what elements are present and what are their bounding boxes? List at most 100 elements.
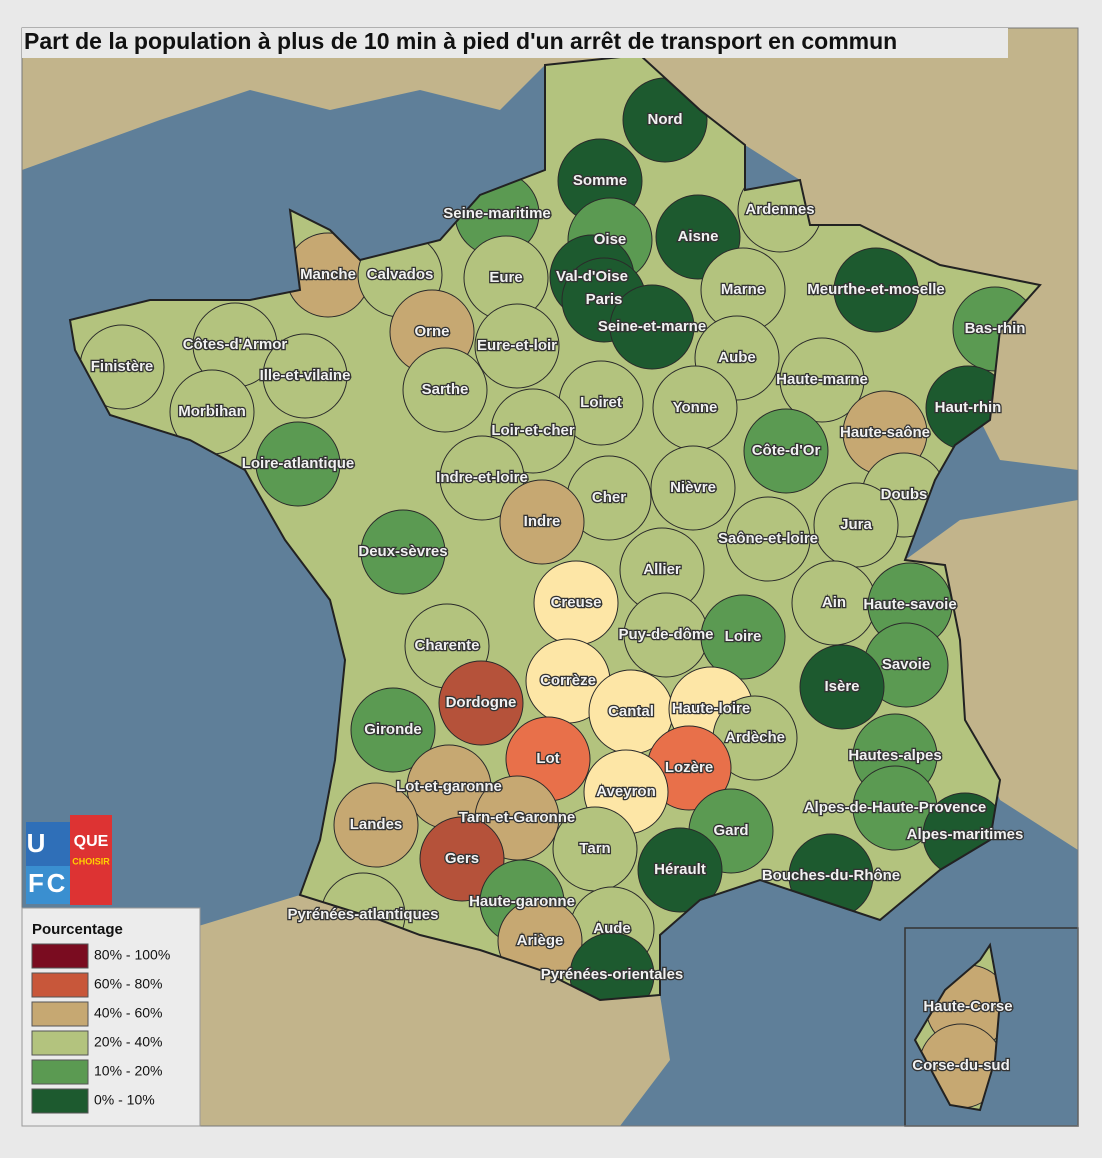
title-bg [22, 28, 1008, 58]
department-area [438, 660, 524, 746]
legend-swatch [31, 1088, 89, 1114]
department-label: Haute-garonne [469, 893, 575, 910]
department-label: Calvados [367, 266, 434, 283]
logo-letter: U [27, 828, 46, 858]
department-label: Doubs [881, 486, 928, 503]
department-label: Ardennes [745, 201, 814, 218]
legend: 80% - 100% 60% - 80% 40% - 60% 20% - 40% 10%… [31, 943, 170, 1114]
department-label: Oise [594, 231, 627, 248]
department-label: Ille-et-vilaine [260, 367, 351, 384]
legend-label: 20% - 40% [94, 1034, 162, 1050]
land-north [22, 28, 1078, 470]
department-label: Haute-loire [672, 700, 750, 717]
legend-label: 0% - 10% [94, 1092, 155, 1108]
department-area [255, 421, 341, 507]
department-label: Nièvre [670, 479, 716, 496]
department-label: Pyrénées-atlantiques [288, 906, 439, 923]
department-label: Paris [586, 291, 623, 308]
department-label: Gironde [364, 721, 422, 738]
department-label: Côtes-d'Armor [183, 336, 288, 353]
legend-swatch [31, 943, 89, 969]
legend-label: 60% - 80% [94, 976, 162, 992]
department-label: Puy-de-dôme [618, 626, 713, 643]
department-label: Val-d'Oise [556, 268, 628, 285]
department-label: Corse-du-sud [912, 1057, 1010, 1074]
department-label: Seine-maritime [443, 205, 551, 222]
department-label: Bas-rhin [965, 320, 1026, 337]
department-label: Cantal [608, 703, 654, 720]
department-labels: Nord Somme Aisne Oise Val-d'Oise Paris Seine-e… [89, 110, 1026, 1076]
department-label: Isère [824, 678, 859, 695]
department-label: Indre [524, 513, 561, 530]
department-area [650, 445, 736, 531]
department-area [499, 479, 585, 565]
logo: UF C QUE CHOISIR [26, 815, 112, 905]
department-label: Allier [643, 561, 681, 578]
department-label: Loir-et-cher [491, 422, 575, 439]
department-label: Hautes-alpes [848, 747, 941, 764]
department-area [743, 408, 829, 494]
department-area [402, 347, 488, 433]
department-label: Loire [725, 628, 762, 645]
department-label: Gers [445, 850, 479, 867]
department-area [637, 827, 723, 913]
department-label: Lot-et-garonne [396, 778, 502, 795]
department-area [833, 247, 919, 333]
department-label: Orne [414, 323, 449, 340]
department-label: Côte-d'Or [752, 442, 821, 459]
department-label: Meurthe-et-moselle [807, 281, 945, 298]
department-label: Gard [713, 822, 748, 839]
department-label: Ariège [517, 932, 564, 949]
department-label: Lot [536, 750, 559, 767]
department-label: Tarn [579, 840, 610, 857]
department-area [350, 687, 436, 773]
logo-word: QUE [74, 833, 109, 850]
department-area [419, 816, 505, 902]
department-label: Tarn-et-Garonne [459, 809, 575, 826]
department-label: Aude [593, 920, 631, 937]
department-label: Saône-et-loire [718, 530, 818, 547]
department-label: Haute-Corse [923, 998, 1012, 1015]
department-label: Yonne [673, 399, 718, 416]
legend-swatch [31, 1030, 89, 1056]
department-label: Corrèze [540, 672, 596, 689]
land-east [905, 500, 1078, 850]
department-label: Bouches-du-Rhône [762, 867, 900, 884]
department-label: Hérault [654, 861, 706, 878]
logo-block [70, 815, 112, 905]
legend-title: Pourcentage [32, 921, 123, 938]
legend-label: 40% - 60% [94, 1005, 162, 1021]
logo-word: CHOISIR [72, 856, 110, 866]
department-label: Manche [300, 266, 356, 283]
department-label: Pyrénées-orientales [541, 966, 684, 983]
department-area [360, 509, 446, 595]
department-label: Finistère [91, 358, 154, 375]
department-label: Nord [648, 111, 683, 128]
legend-label: 10% - 20% [94, 1063, 162, 1079]
department-label: Savoie [882, 656, 930, 673]
department-label: Indre-et-loire [436, 469, 528, 486]
department-label: Aisne [678, 228, 719, 245]
department-label: Alpes-maritimes [907, 826, 1024, 843]
department-area [474, 303, 560, 389]
logo-letter: F [28, 868, 44, 898]
department-label: Seine-et-marne [598, 318, 706, 335]
logo-letter: C [47, 868, 66, 898]
department-label: Sarthe [422, 381, 469, 398]
logo-block [26, 822, 70, 866]
department-area [609, 284, 695, 370]
department-area [700, 594, 786, 680]
logo-block [26, 866, 70, 904]
department-area [725, 496, 811, 582]
department-area [439, 435, 525, 521]
department-label: Landes [350, 816, 403, 833]
department-label: Charente [414, 637, 479, 654]
legend-label: 80% - 100% [94, 947, 170, 963]
department-label: Creuse [551, 594, 602, 611]
department-label: Aveyron [596, 783, 655, 800]
department-label: Somme [573, 172, 627, 189]
department-area [779, 337, 865, 423]
department-label: Lozère [665, 759, 713, 776]
